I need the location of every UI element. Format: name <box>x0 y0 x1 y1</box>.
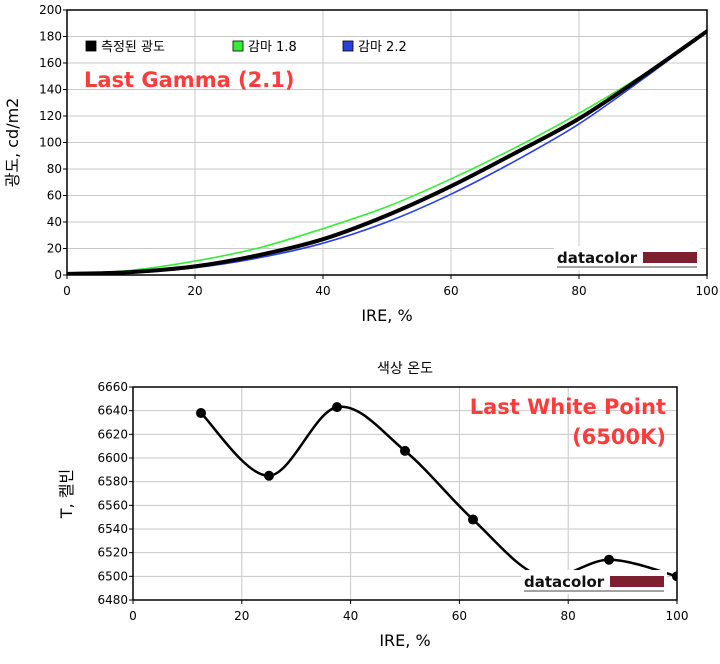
chart-1: 0 20 40 60 80 100 0 20 40 60 80 100 120 140 160 180 200 I… <box>3 3 718 325</box>
y-tick-label: 180 <box>39 30 62 44</box>
x-tick-label: 20 <box>234 609 249 623</box>
y-tick-label: 0 <box>54 268 62 282</box>
chart-2: 0 20 40 60 80 100 6480 6500 6520 6540 6560 6580 6600… <box>57 361 688 650</box>
y-axis-label: T, 켈빈 <box>57 469 76 519</box>
watermark-text: datacolor <box>524 573 605 591</box>
x-axis-label: IRE, % <box>379 631 430 650</box>
x-tick-label: 40 <box>343 609 358 623</box>
data-point <box>672 571 677 582</box>
data-point <box>264 470 274 481</box>
x-tick-label: 60 <box>443 284 458 298</box>
data-point <box>332 402 342 413</box>
plot-frame <box>66 9 708 276</box>
data-point <box>400 445 410 456</box>
data-point <box>604 554 614 565</box>
legend-swatch-1 <box>85 40 97 52</box>
watermark-bar <box>643 252 697 263</box>
white-point-annotation-line2: (6500K) <box>572 425 666 449</box>
watermark-bar <box>610 576 664 587</box>
legend: 측정된 광도 감마 1.8 감마 2.2 <box>85 40 407 55</box>
y-tick-label: 120 <box>39 109 62 123</box>
x-tick-label: 80 <box>561 609 576 623</box>
legend-swatch-3 <box>342 40 354 52</box>
x-tick-label: 0 <box>129 609 137 623</box>
x-tick-label: 0 <box>63 284 71 298</box>
x-tick-label: 60 <box>452 609 467 623</box>
y-axis-label: 광도, cd/m2 <box>3 98 22 188</box>
y-tick-label: 6520 <box>97 546 128 560</box>
data-point <box>468 514 478 525</box>
series-line-2 <box>67 30 707 275</box>
x-tick-label: 20 <box>187 284 202 298</box>
x-axis-label: IRE, % <box>361 306 412 325</box>
watermark-text: datacolor <box>557 249 638 267</box>
x-tick-label: 80 <box>571 284 586 298</box>
y-tick-label: 6500 <box>97 569 128 583</box>
y-tick-label: 6540 <box>97 522 128 536</box>
y-tick-label: 6640 <box>97 404 128 418</box>
y-tick-label: 6620 <box>97 427 128 441</box>
y-tick-label: 6600 <box>97 451 128 465</box>
y-tick-label: 6480 <box>97 593 128 607</box>
x-tick-label: 40 <box>315 284 330 298</box>
y-tick-label: 80 <box>47 162 62 176</box>
y-tick-label: 100 <box>39 136 62 150</box>
y-tick-label: 140 <box>39 83 62 97</box>
series-group <box>67 29 707 275</box>
legend-swatch-2 <box>232 40 244 52</box>
x-tick-label: 100 <box>696 284 719 298</box>
y-tick-label: 200 <box>39 3 62 17</box>
legend-label-2: 감마 1.8 <box>248 40 297 55</box>
plot-frame <box>132 386 678 601</box>
y-tick-label: 6660 <box>97 380 128 394</box>
y-tick-label: 20 <box>47 242 62 256</box>
y-tick-label: 6580 <box>97 475 128 489</box>
series-line-1 <box>67 29 707 275</box>
legend-label-3: 감마 2.2 <box>358 40 407 55</box>
chart-title: 색상 온도 <box>377 361 433 377</box>
gamma-annotation: Last Gamma (2.1) <box>84 68 294 92</box>
x-tick-label: 100 <box>666 609 689 623</box>
y-tick-label: 40 <box>47 215 62 229</box>
y-tick-label: 160 <box>39 56 62 70</box>
data-point <box>196 408 206 419</box>
white-point-annotation-line1: Last White Point <box>470 395 666 419</box>
y-tick-label: 60 <box>47 189 62 203</box>
legend-label-1: 측정된 광도 <box>101 40 165 55</box>
y-tick-label: 6560 <box>97 498 128 512</box>
